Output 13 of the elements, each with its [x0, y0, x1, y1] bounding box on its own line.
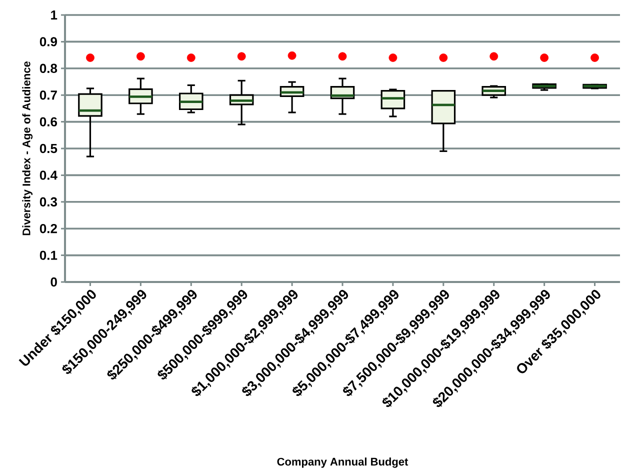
x-axis-title: Company Annual Budget	[277, 458, 408, 468]
y-tick-label: 0.1	[40, 250, 58, 260]
y-tick-label: 0.6	[40, 117, 58, 126]
y-tick-label: 0.3	[40, 197, 58, 206]
y-tick-label: 0.2	[40, 224, 57, 234]
y-tick-label: 1	[51, 10, 58, 20]
y-tick-label: 0	[50, 277, 57, 287]
y-tick-label: 0.9	[40, 37, 57, 46]
y-tick-label: 0.7	[40, 90, 57, 100]
y-tick-label: 0.5	[40, 144, 58, 154]
y-tick-label: 0.8	[40, 64, 58, 73]
y-axis-title: Diversity Index - Age of Audience	[22, 61, 33, 236]
y-tick-label: 0.4	[40, 170, 58, 180]
